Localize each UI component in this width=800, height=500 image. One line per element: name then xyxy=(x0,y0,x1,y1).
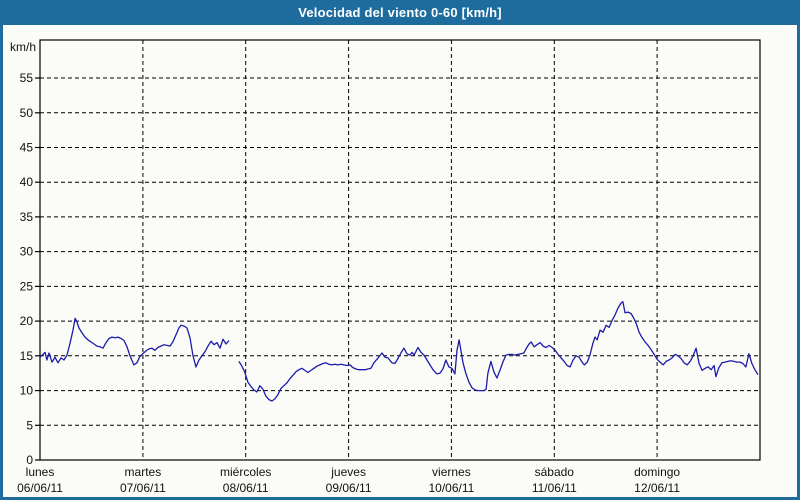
y-tick-label: 40 xyxy=(20,175,34,189)
y-tick-label: 20 xyxy=(20,314,34,328)
x-axis-date-label: 10/06/11 xyxy=(428,481,474,495)
x-axis-date-label: 06/06/11 xyxy=(17,481,63,495)
x-axis-day-label: lunes xyxy=(26,465,55,479)
y-tick-label: 55 xyxy=(20,71,34,85)
chart-title: Velocidad del viento 0-60 [km/h] xyxy=(298,5,502,20)
y-tick-label: 45 xyxy=(20,141,34,155)
window-border-right xyxy=(797,0,800,500)
y-tick-label: 0 xyxy=(26,453,33,467)
x-axis-day-label: domingo xyxy=(634,465,680,479)
x-axis-date-label: 12/06/11 xyxy=(634,481,680,495)
x-axis-date-label: 09/06/11 xyxy=(326,481,372,495)
x-axis-day-label: sábado xyxy=(535,465,575,479)
window-border-bottom xyxy=(0,497,800,500)
y-axis-unit-label: km/h xyxy=(10,40,36,54)
wind-speed-chart: 0 5 10 15 20 25 30 35 40 45 50 55 km/h lunes 06/06/11 m… xyxy=(10,39,761,495)
x-axis-day-label: jueves xyxy=(330,465,366,479)
wind-speed-line xyxy=(39,301,759,402)
x-axis-day-label: martes xyxy=(125,465,162,479)
window-border-left xyxy=(0,0,3,500)
plot-frame xyxy=(39,39,761,461)
x-axis-date-label: 08/06/11 xyxy=(223,481,269,495)
y-tick-label: 10 xyxy=(20,384,34,398)
x-axis-date-label: 11/06/11 xyxy=(532,481,577,495)
y-tick-label: 30 xyxy=(20,245,34,259)
x-axis-date-label: 07/06/11 xyxy=(120,481,166,495)
x-axis-day-label: miércoles xyxy=(220,465,271,479)
y-tick-label: 25 xyxy=(20,279,34,293)
y-tick-label: 35 xyxy=(20,210,34,224)
x-axis-day-label: viernes xyxy=(432,465,471,479)
y-tick-label: 5 xyxy=(26,418,33,432)
title-bar: Velocidad del viento 0-60 [km/h] xyxy=(0,0,800,25)
y-tick-label: 15 xyxy=(20,349,34,363)
y-tick-label: 50 xyxy=(20,106,34,120)
